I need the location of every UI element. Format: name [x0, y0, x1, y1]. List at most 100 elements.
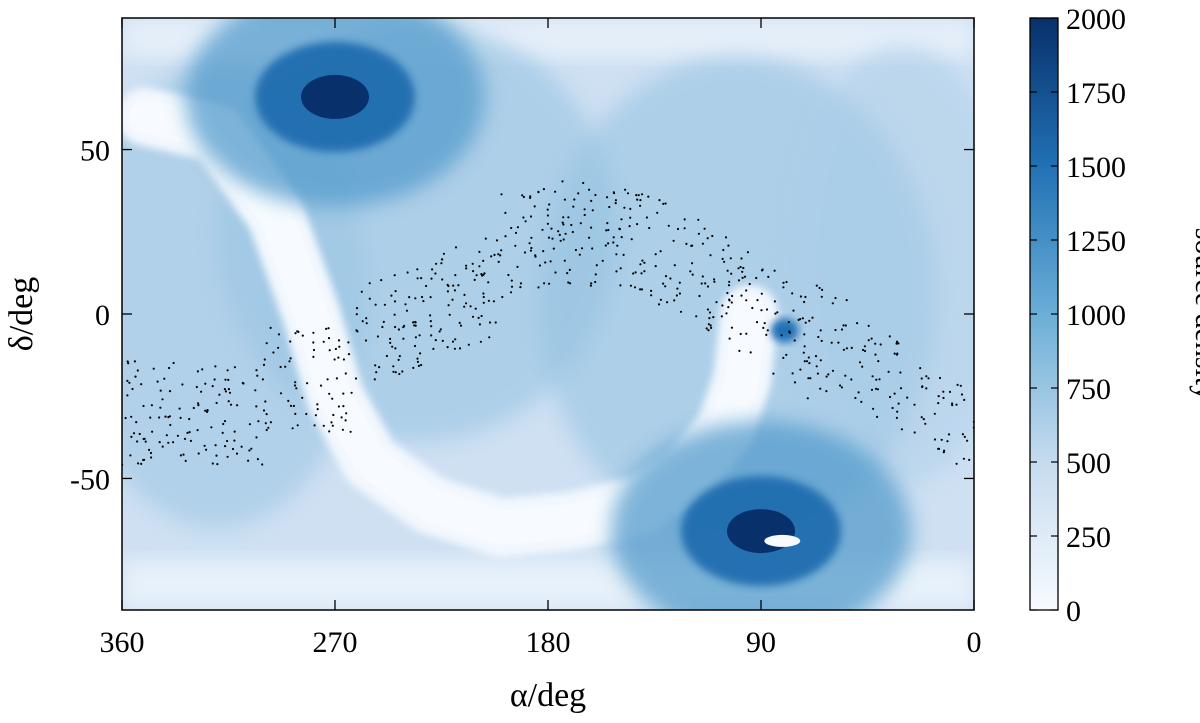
source-point — [804, 321, 807, 324]
source-point — [144, 440, 147, 443]
source-point — [543, 282, 546, 285]
source-point — [507, 273, 510, 277]
source-point — [874, 342, 877, 345]
source-point — [316, 408, 319, 411]
source-point — [920, 377, 923, 380]
source-point — [510, 279, 513, 282]
source-point — [552, 247, 555, 250]
source-point — [807, 377, 810, 380]
source-point — [785, 353, 788, 356]
source-point — [738, 349, 741, 352]
source-point — [845, 299, 848, 302]
source-point — [406, 271, 409, 274]
source-point — [788, 330, 791, 333]
colorbar-ticks: 0 250 500 750 1000 1250 1500 1750 2000 — [1030, 3, 1126, 628]
source-point — [167, 441, 170, 444]
source-point — [327, 327, 330, 330]
colorbar-tick-label: 0 — [1066, 595, 1081, 628]
source-point — [803, 300, 806, 304]
source-point — [755, 276, 758, 280]
source-point — [840, 328, 844, 331]
source-point — [132, 432, 136, 435]
source-point — [537, 286, 540, 289]
source-point — [337, 405, 340, 408]
source-point — [648, 226, 651, 230]
source-point — [659, 250, 662, 253]
source-point — [574, 248, 578, 252]
source-point — [741, 270, 744, 273]
source-point — [629, 216, 632, 219]
source-point — [389, 341, 392, 344]
source-point — [814, 355, 818, 358]
source-point — [284, 365, 287, 368]
source-point — [850, 378, 853, 381]
source-point — [815, 365, 818, 368]
source-point — [940, 438, 943, 441]
colorbar: 0 250 500 750 1000 1250 1500 1750 2000 source de… — [1029, 3, 1200, 628]
source-point — [188, 431, 191, 434]
source-point — [938, 376, 942, 380]
source-point — [442, 252, 445, 255]
source-point — [499, 254, 502, 257]
source-point — [793, 381, 797, 384]
source-point — [206, 409, 209, 412]
source-point — [342, 358, 345, 361]
source-point — [913, 403, 916, 406]
source-point — [137, 462, 140, 465]
source-point — [567, 281, 570, 284]
source-point — [739, 265, 742, 269]
source-point — [480, 314, 483, 318]
source-point — [772, 372, 775, 375]
source-point — [544, 261, 547, 264]
x-axis-label: α/deg — [510, 677, 586, 714]
source-point — [548, 282, 551, 285]
source-point — [951, 404, 954, 407]
source-point — [922, 418, 925, 421]
source-point — [197, 452, 200, 455]
source-point — [773, 269, 776, 272]
source-point — [755, 321, 759, 324]
source-point — [149, 416, 152, 419]
source-point — [454, 274, 457, 277]
source-point — [365, 317, 368, 320]
source-point — [383, 303, 386, 306]
source-point — [820, 339, 823, 342]
source-point — [344, 419, 347, 422]
source-point — [546, 222, 550, 225]
source-point — [224, 390, 227, 393]
source-point — [150, 404, 153, 407]
source-point — [328, 430, 331, 433]
source-point — [223, 420, 227, 423]
source-point — [870, 388, 874, 391]
source-point — [607, 228, 610, 232]
source-point — [566, 272, 569, 275]
source-point — [720, 315, 723, 318]
source-point — [675, 294, 679, 297]
source-point — [375, 371, 378, 374]
source-point — [635, 194, 638, 197]
source-point — [561, 180, 564, 183]
source-point — [376, 335, 379, 338]
x-tick-label: 270 — [313, 626, 358, 659]
source-point — [710, 326, 713, 329]
source-point — [265, 342, 268, 345]
source-point — [345, 412, 348, 415]
source-point — [327, 337, 331, 340]
source-point — [641, 193, 644, 196]
source-point — [533, 205, 536, 208]
source-point — [558, 233, 561, 236]
source-point — [211, 385, 214, 388]
source-point — [471, 315, 475, 318]
density-structures — [122, 18, 974, 610]
source-point — [664, 275, 668, 278]
source-point — [640, 272, 643, 275]
source-point — [620, 218, 623, 221]
source-point — [608, 205, 611, 209]
source-point — [879, 343, 882, 346]
source-point — [458, 321, 461, 324]
source-point — [429, 314, 432, 317]
dense-knot — [770, 318, 799, 343]
source-point — [554, 271, 557, 274]
source-point — [167, 416, 170, 419]
source-point — [463, 305, 466, 308]
